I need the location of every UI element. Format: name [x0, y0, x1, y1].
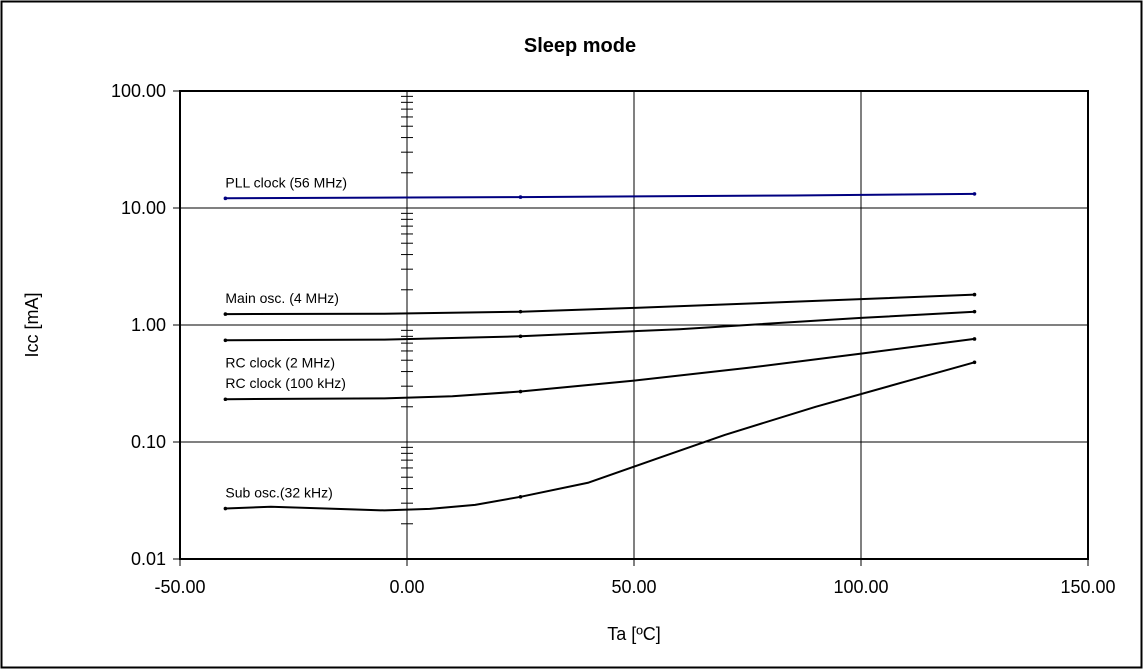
y-axis-title: Icc [mA] [22, 292, 42, 357]
x-axis-title: Ta [ºC] [607, 624, 661, 644]
series-label-rc-clock-100-khz: RC clock (100 kHz) [225, 375, 346, 391]
series-line-main-osc-4-mhz [224, 293, 976, 316]
data-point [223, 397, 228, 402]
gridlines [173, 90, 1089, 566]
data-point [223, 506, 228, 511]
data-point [972, 360, 977, 365]
series-label-rc-clock-2-mhz: RC clock (2 MHz) [225, 354, 335, 370]
x-tick-label: 100.00 [833, 577, 888, 597]
x-tick-label: -50.00 [154, 577, 205, 597]
data-point [972, 192, 977, 196]
minor-tick-marks [401, 95, 413, 525]
series-label-sub-osc-32-khz: Sub osc.(32 kHz) [225, 485, 332, 501]
series-line-rc-clock-2-mhz [224, 310, 976, 342]
x-tick-label: 150.00 [1060, 577, 1115, 597]
data-point [972, 309, 977, 314]
series-label-pll-clock-56-mhz: PLL clock (56 MHz) [225, 174, 347, 190]
y-tick-label: 0.10 [131, 432, 166, 452]
data-point [518, 334, 523, 339]
y-tick-label: 100.00 [111, 81, 166, 101]
series-labels: PLL clock (56 MHz) Main osc. (4 MHz) RC cl… [225, 174, 347, 500]
y-tick-label: 10.00 [121, 198, 166, 218]
data-point [972, 337, 977, 341]
series-lines [223, 192, 977, 512]
data-point [518, 495, 523, 499]
data-point [223, 196, 228, 201]
data-point [972, 292, 977, 297]
data-point [518, 389, 523, 394]
data-point [223, 338, 228, 343]
plot-area-border [179, 90, 1089, 560]
series-line-rc-clock-100-khz [224, 337, 976, 401]
data-point [223, 312, 228, 316]
data-point [518, 309, 523, 314]
chart-title: Sleep mode [524, 35, 636, 57]
y-tick-label: 0.01 [131, 549, 166, 569]
series-line-sub-osc-32-khz [224, 361, 976, 512]
x-tick-label: 50.00 [611, 577, 656, 597]
series-label-main-osc-4-mhz: Main osc. (4 MHz) [225, 290, 339, 306]
data-point [518, 195, 523, 199]
x-tick-label: 0.00 [389, 577, 424, 597]
y-tick-label: 1.00 [131, 315, 166, 335]
tick-labels: -50.00 0.00 50.00 100.00 150.00 0.01 0.10 1.00 1… [111, 81, 1116, 597]
